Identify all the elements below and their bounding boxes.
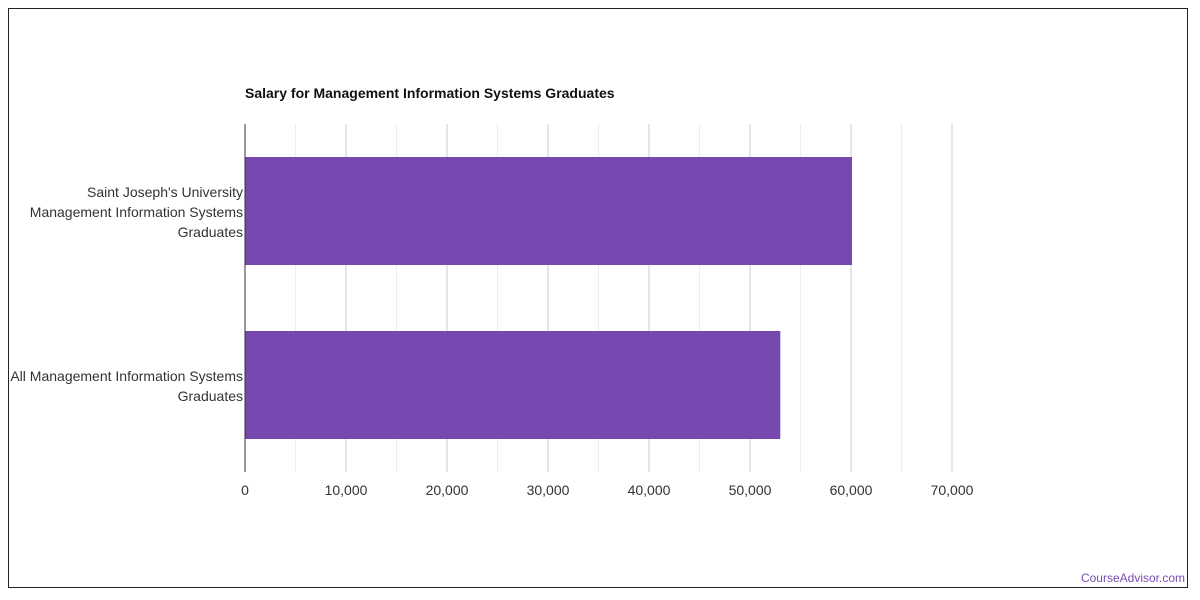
bar-0[interactable] <box>245 157 853 265</box>
x-tick-label: 50,000 <box>729 482 772 498</box>
x-tick-label: 20,000 <box>426 482 469 498</box>
bar-1[interactable] <box>245 331 781 439</box>
chart-title: Salary for Management Information System… <box>245 85 615 101</box>
category-label-all-graduates: All Management Information Systems Gradu… <box>10 368 243 404</box>
x-tick-label: 10,000 <box>325 482 368 498</box>
x-tick-label: 60,000 <box>830 482 873 498</box>
x-tick-label: 30,000 <box>527 482 570 498</box>
courseadvisor-brand[interactable]: CourseAdvisor.com <box>1080 571 1185 585</box>
x-tick-label: 40,000 <box>628 482 671 498</box>
category-label-saint-josephs: Saint Joseph's University Management Inf… <box>29 184 243 240</box>
x-tick-label: 0 <box>241 482 249 498</box>
x-tick-label: 70,000 <box>931 482 974 498</box>
